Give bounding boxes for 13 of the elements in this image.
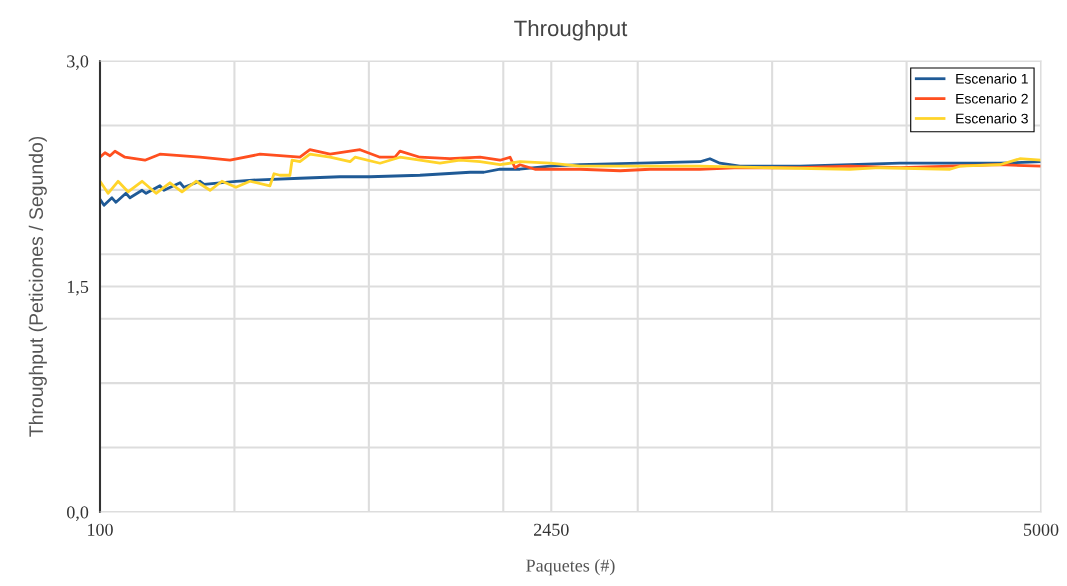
x-tick-label: 100 (88, 523, 113, 536)
chart-title: Throughput (514, 19, 628, 41)
legend-label: Escenario 3 (956, 113, 1028, 124)
x-tick-label: 2450 (534, 523, 569, 536)
line-series (100, 152, 1041, 195)
y-tick-label: 3,0 (67, 55, 89, 71)
y-tick-label: 0,0 (67, 506, 89, 522)
legend-label: Escenario 1 (956, 73, 1028, 84)
legend-label: Escenario 2 (956, 93, 1028, 104)
x-tick-label: 5000 (1023, 523, 1059, 536)
y-axis-title: Throughput (Peticiones / Segundo) (28, 136, 47, 437)
y-tick-label: 1,5 (67, 280, 89, 296)
x-axis-title: Paquetes (#) (526, 558, 615, 576)
